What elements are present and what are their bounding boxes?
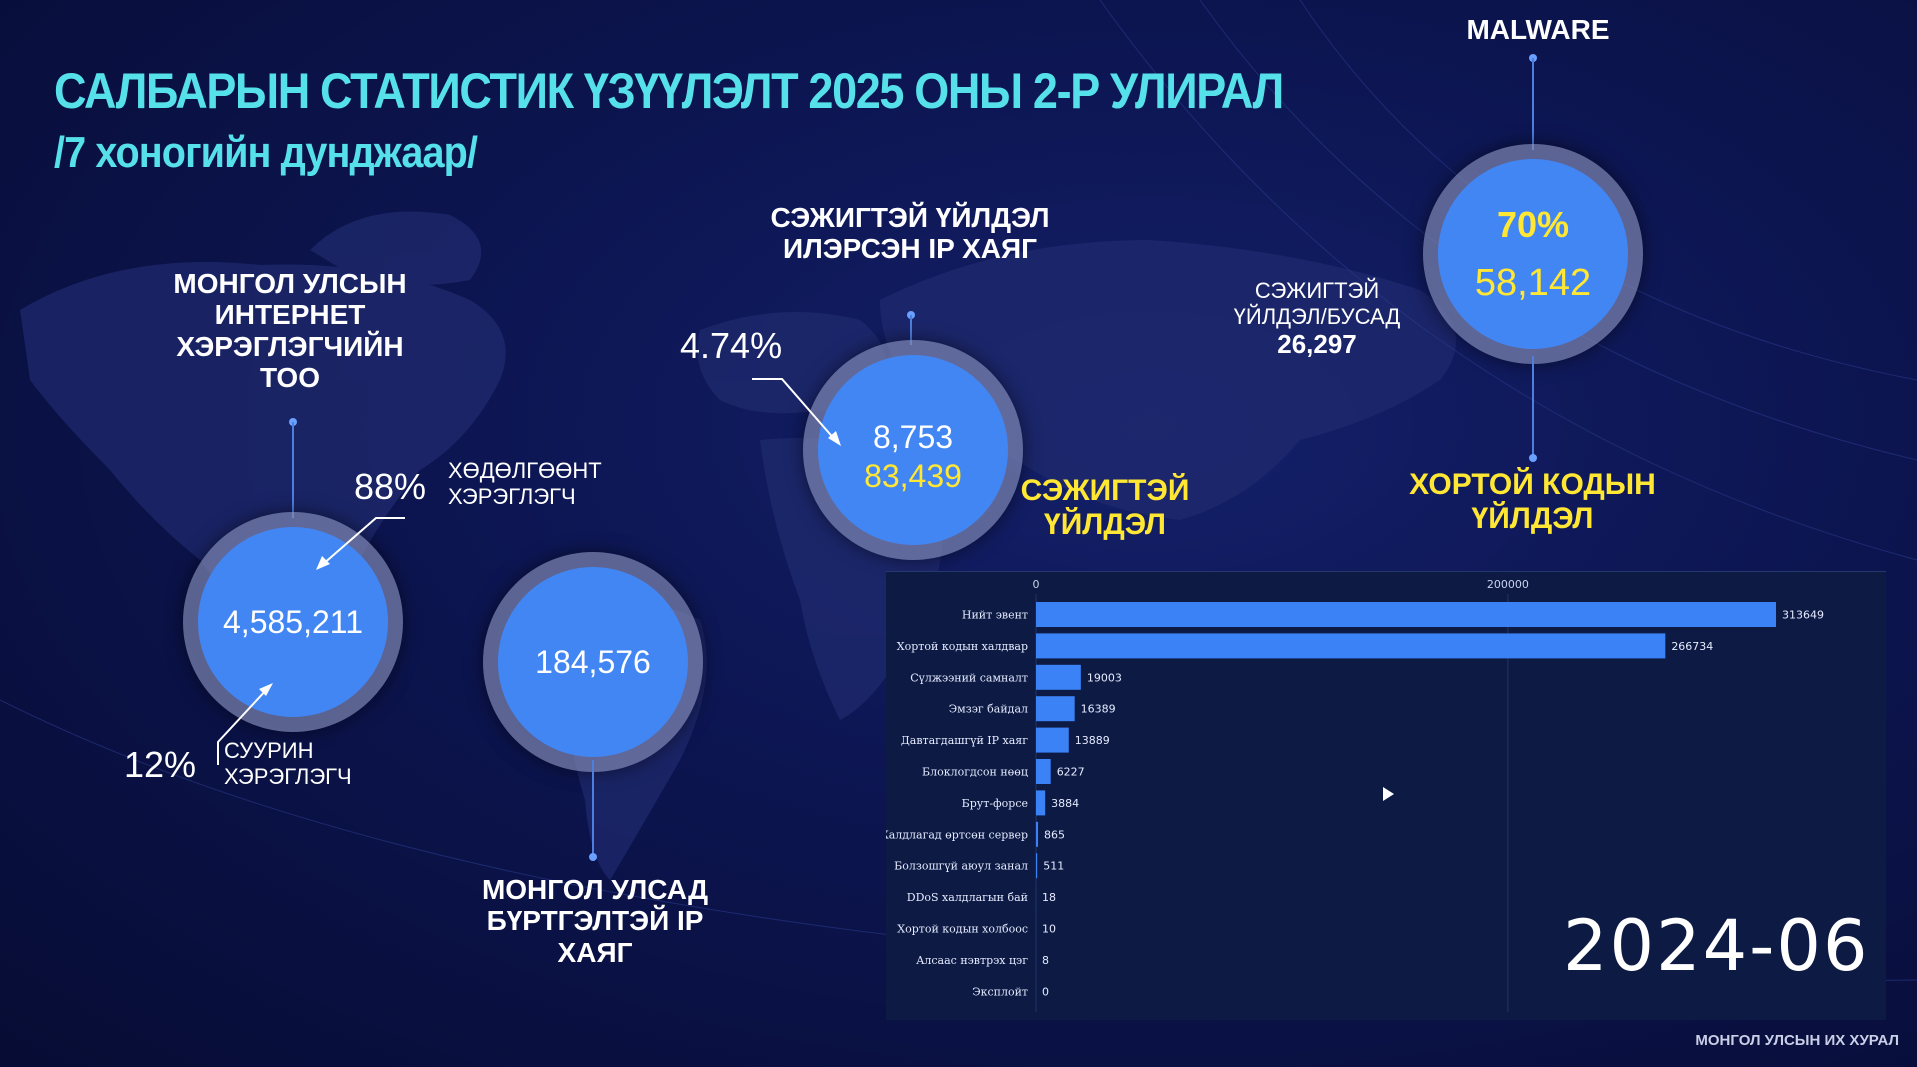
category-label: Сүлжээний самналт [910,671,1028,684]
ip-label: МОНГОЛ УЛСАД БҮРТГЭЛТЭЙ IP ХАЯГ [481,874,709,968]
fixed-pct: 12% [124,744,197,785]
bar-chart-panel: 0 200000 Нийт эвент 313649 Хортой кодын халд… [886,571,1886,1020]
suspicious-activity-label: СЭЖИГТЭЙ ҮЙЛДЭЛ [1020,474,1190,541]
category-label: DDoS халдлагын бай [907,891,1028,904]
suspicious-connector-line [910,315,912,345]
chart-period: 2024-06 [1563,905,1870,987]
malware-connector-dot-bottom [1529,454,1537,462]
category-label: Хортой кодын халдвар [897,640,1028,653]
ip-circle: 184,576 [498,567,688,757]
bar-value-label: 6227 [1057,766,1085,779]
malware-label: MALWARE [1466,14,1610,45]
malware-circle: 70% 58,142 [1438,159,1628,349]
bar [1036,633,1666,659]
bar [1036,602,1777,627]
bar-value-label: 19003 [1087,671,1122,684]
bar [1036,696,1075,722]
fixed-arrow [217,683,273,765]
suspicious-ip-label: СЭЖИГТЭЙ ҮЙЛДЭЛ ИЛЭРСЭН IP ХАЯГ [770,202,1050,265]
ip-value: 184,576 [535,643,651,680]
category-label: Эксплойт [972,985,1028,998]
malware-pct: 70% [1496,203,1570,245]
x-tick-label-0: 0 [1033,578,1040,591]
users-label: МОНГОЛ УЛСЫН ИНТЕРНЕТ ХЭРЭГЛЭГЧИЙН ТОО [173,268,407,394]
category-label: Блоклогдсон нөөц [922,766,1028,779]
bar-value-label: 8 [1042,954,1049,967]
mobile-arrow [316,517,405,570]
bar [1036,853,1038,879]
bar [1036,790,1046,816]
bar [1036,821,1039,847]
bar-value-label: 18 [1042,891,1056,904]
bar-value-label: 10 [1042,923,1056,936]
bar-value-label: 0 [1042,985,1049,998]
malware-value: 58,142 [1474,261,1592,304]
category-label: Хортой кодын холбоос [897,923,1028,936]
bar [1036,759,1051,784]
mobile-label: ХӨДӨЛГӨӨНТ ХЭРЭГЛЭГЧ [448,458,602,510]
other-suspicious-label: СЭЖИГТЭЙ ҮЙЛДЭЛ/БУСАД [1233,278,1401,330]
malware-connector-line-top [1532,58,1534,150]
suspicious-ip-count: 8,753 [872,419,954,455]
bar [1036,727,1069,753]
bar-value-label: 266734 [1671,640,1713,653]
bar-value-label: 16389 [1081,703,1116,716]
other-suspicious-value: 26,297 [1277,329,1357,359]
page-title: САЛБАРЫН СТАТИСТИК ҮЗҮҮЛЭЛТ 2025 ОНЫ 2-Р… [54,63,1284,119]
bar-value-label: 511 [1043,860,1064,873]
users-value: 4,585,211 [223,603,363,640]
bar-value-label: 13889 [1075,734,1110,747]
suspicious-activity-count: 83,439 [864,458,962,494]
users-connector-line [292,422,294,518]
bar-value-label: 313649 [1782,609,1824,622]
category-label: Эмзэг байдал [949,703,1028,716]
bar-value-label: 865 [1044,828,1065,841]
category-label: Давтагдашгүй IP хаяг [901,734,1028,747]
malware-connector-line-bottom [1532,356,1534,456]
category-label: Болзошгүй аюул занал [894,860,1028,873]
x-tick-label-200000: 200000 [1487,578,1529,591]
suspicious-circle: 8,753 83,439 [818,355,1008,545]
bar [1036,664,1081,690]
mobile-pct: 88% [354,466,427,507]
users-circle: 4,585,211 [198,527,388,717]
suspicious-pct: 4.74% [680,325,783,366]
footer-org: МОНГОЛ УЛСЫН ИХ ХУРАЛ [1695,1032,1899,1049]
category-label: Халдлагад өртсөн сервер [886,828,1028,841]
page-subtitle: /7 хоногийн дунджаар/ [54,128,478,177]
category-label: Брут-форсе [962,797,1028,810]
ip-connector-line [592,760,594,860]
category-label: Нийт эвент [962,609,1028,622]
ip-connector-dot [589,853,597,861]
bar-value-label: 3884 [1051,797,1079,810]
fixed-label: СУУРИН ХЭРЭГЛЭГЧ [224,738,352,790]
suspicious-arrow [752,378,841,446]
bar-chart: 0 200000 Нийт эвент 313649 Хортой кодын халд… [886,578,1824,1012]
category-label: Алсаас нэвтрэх цэг [916,954,1028,967]
play-icon[interactable] [1383,787,1394,801]
malware-activity-label: ХОРТОЙ КОДЫН ҮЙЛДЭЛ [1409,468,1656,535]
